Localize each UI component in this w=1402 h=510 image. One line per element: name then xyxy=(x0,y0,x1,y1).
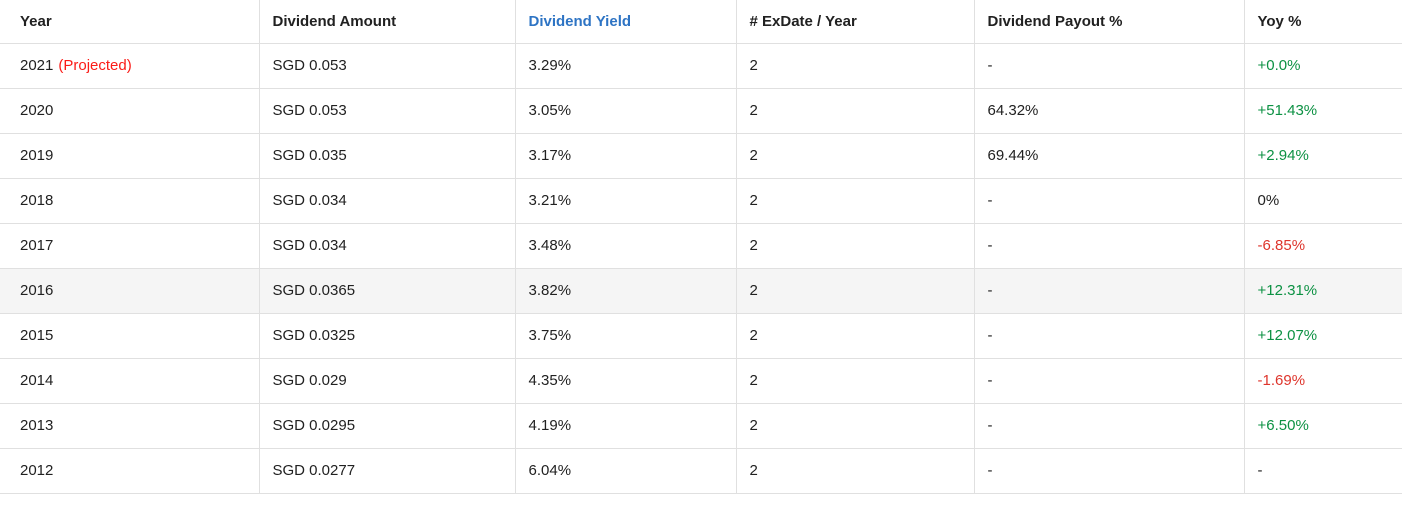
cell-yoy-pct: +51.43% xyxy=(1244,88,1402,134)
cell-year: 2020 xyxy=(0,88,260,134)
cell-exdate-per-year: 2 xyxy=(736,223,975,269)
cell-yoy-pct: +12.07% xyxy=(1244,313,1402,359)
year-label: 2020 xyxy=(20,102,54,119)
cell-dividend-payout-pct: - xyxy=(974,448,1245,494)
table-header-row: Year Dividend Amount Dividend Yield # ExDat… xyxy=(0,0,1402,44)
cell-year: 2013 xyxy=(0,403,260,449)
cell-year: 2019 xyxy=(0,133,260,179)
column-header-dividend-amount[interactable]: Dividend Amount xyxy=(259,0,516,44)
cell-exdate-per-year: 2 xyxy=(736,403,975,449)
column-header-year[interactable]: Year xyxy=(0,0,260,44)
cell-exdate-per-year: 2 xyxy=(736,268,975,314)
cell-year: 2014 xyxy=(0,358,260,404)
cell-dividend-amount: SGD 0.0295 xyxy=(259,403,516,449)
cell-exdate-per-year: 2 xyxy=(736,133,975,179)
cell-dividend-yield: 4.35% xyxy=(515,358,737,404)
cell-exdate-per-year: 2 xyxy=(736,448,975,494)
cell-yoy-pct: +2.94% xyxy=(1244,133,1402,179)
column-header-yoy-pct[interactable]: Yoy % xyxy=(1244,0,1402,44)
cell-yoy-pct: +12.31% xyxy=(1244,268,1402,314)
cell-exdate-per-year: 2 xyxy=(736,43,975,89)
cell-dividend-payout-pct: - xyxy=(974,313,1245,359)
cell-yoy-pct: 0% xyxy=(1244,178,1402,224)
cell-year: 2017 xyxy=(0,223,260,269)
cell-yoy-pct: -6.85% xyxy=(1244,223,1402,269)
cell-dividend-amount: SGD 0.029 xyxy=(259,358,516,404)
cell-dividend-yield: 4.19% xyxy=(515,403,737,449)
cell-yoy-pct: +0.0% xyxy=(1244,43,1402,89)
year-label: 2016 xyxy=(20,282,54,299)
table-row: 2012 SGD 0.0277 6.04% 2- - xyxy=(0,448,1402,494)
cell-dividend-yield: 3.05% xyxy=(515,88,737,134)
table-row: 2019 SGD 0.035 3.17% 2 69.44% +2.94% xyxy=(0,133,1402,179)
projected-note: (Projected) xyxy=(58,57,132,74)
cell-dividend-amount: SGD 0.034 xyxy=(259,178,516,224)
cell-dividend-payout-pct: - xyxy=(974,43,1245,89)
table-row: 2013 SGD 0.0295 4.19% 2- +6.50% xyxy=(0,403,1402,449)
dividend-history-table: Year Dividend Amount Dividend Yield # ExDat… xyxy=(0,0,1402,494)
cell-dividend-payout-pct: - xyxy=(974,178,1245,224)
cell-dividend-payout-pct: 69.44% xyxy=(974,133,1245,179)
cell-year: 2015 xyxy=(0,313,260,359)
year-label: 2014 xyxy=(20,372,54,389)
cell-dividend-yield: 3.75% xyxy=(515,313,737,359)
cell-dividend-payout-pct: - xyxy=(974,403,1245,449)
cell-dividend-amount: SGD 0.053 xyxy=(259,43,516,89)
table-row: 2014 SGD 0.029 4.35% 2- -1.69% xyxy=(0,358,1402,404)
cell-year: 2018 xyxy=(0,178,260,224)
cell-dividend-yield: 3.82% xyxy=(515,268,737,314)
cell-exdate-per-year: 2 xyxy=(736,358,975,404)
cell-dividend-yield: 3.48% xyxy=(515,223,737,269)
cell-exdate-per-year: 2 xyxy=(736,178,975,224)
table-body: 2021 (Projected) SGD 0.053 3.29% 2- +0.0% 2020… xyxy=(0,43,1402,494)
year-label: 2019 xyxy=(20,147,54,164)
table-row: 2021 (Projected) SGD 0.053 3.29% 2- +0.0% xyxy=(0,43,1402,89)
table-row: 2018 SGD 0.034 3.21% 2-0% xyxy=(0,178,1402,224)
cell-dividend-yield: 3.17% xyxy=(515,133,737,179)
cell-year: 2021 (Projected) xyxy=(0,43,260,89)
cell-dividend-amount: SGD 0.053 xyxy=(259,88,516,134)
cell-dividend-payout-pct: - xyxy=(974,358,1245,404)
cell-dividend-payout-pct: - xyxy=(974,223,1245,269)
cell-dividend-amount: SGD 0.0325 xyxy=(259,313,516,359)
cell-year: 2012 xyxy=(0,448,260,494)
year-label: 2017 xyxy=(20,237,54,254)
cell-yoy-pct: +6.50% xyxy=(1244,403,1402,449)
cell-yoy-pct: -1.69% xyxy=(1244,358,1402,404)
cell-dividend-yield: 3.29% xyxy=(515,43,737,89)
year-label: 2012 xyxy=(20,462,54,479)
table-row: 2017 SGD 0.034 3.48% 2- -6.85% xyxy=(0,223,1402,269)
cell-dividend-yield: 6.04% xyxy=(515,448,737,494)
cell-exdate-per-year: 2 xyxy=(736,313,975,359)
table-row: 2020 SGD 0.053 3.05% 2 64.32% +51.43% xyxy=(0,88,1402,134)
cell-dividend-payout-pct: 64.32% xyxy=(974,88,1245,134)
column-header-dividend-payout-pct[interactable]: Dividend Payout % xyxy=(974,0,1245,44)
cell-yoy-pct: - xyxy=(1244,448,1402,494)
year-label: 2018 xyxy=(20,192,54,209)
column-header-exdate-per-year[interactable]: # ExDate / Year xyxy=(736,0,975,44)
cell-dividend-payout-pct: - xyxy=(974,268,1245,314)
cell-dividend-amount: SGD 0.035 xyxy=(259,133,516,179)
cell-dividend-amount: SGD 0.0277 xyxy=(259,448,516,494)
table-row: 2015 SGD 0.0325 3.75% 2- +12.07% xyxy=(0,313,1402,359)
cell-dividend-amount: SGD 0.0365 xyxy=(259,268,516,314)
cell-year: 2016 xyxy=(0,268,260,314)
cell-dividend-amount: SGD 0.034 xyxy=(259,223,516,269)
column-header-dividend-yield[interactable]: Dividend Yield xyxy=(515,0,737,44)
cell-exdate-per-year: 2 xyxy=(736,88,975,134)
year-label: 2013 xyxy=(20,417,54,434)
year-label: 2021 xyxy=(20,57,54,74)
year-label: 2015 xyxy=(20,327,54,344)
cell-dividend-yield: 3.21% xyxy=(515,178,737,224)
table-row: 2016 SGD 0.0365 3.82% 2- +12.31% xyxy=(0,268,1402,314)
